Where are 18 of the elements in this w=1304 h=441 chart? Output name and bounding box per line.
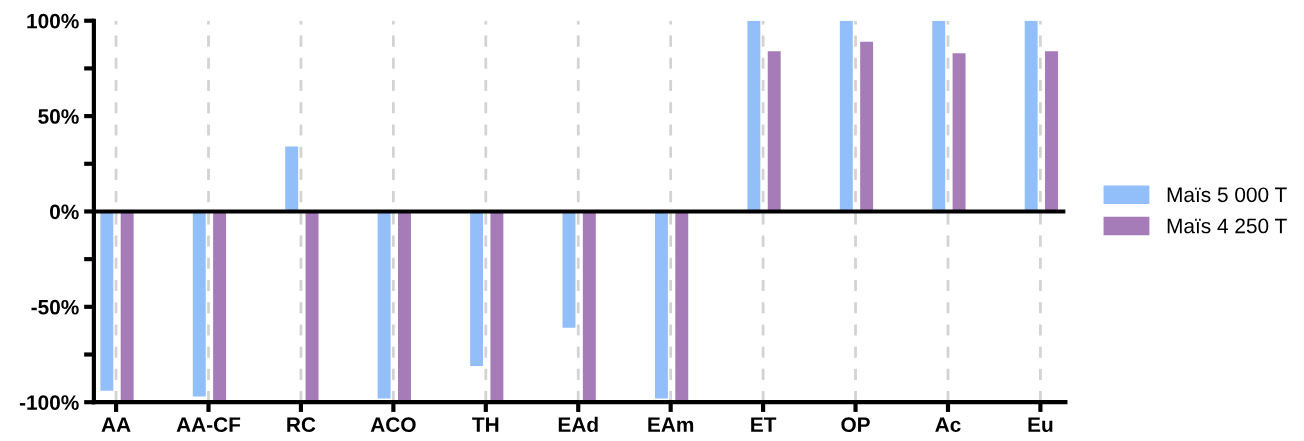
x-tick-label: EAd [558, 416, 598, 433]
x-tick-label: TH [472, 417, 499, 432]
x-tick-label: Ac [935, 417, 961, 433]
y-tick-label: 0% [50, 204, 79, 220]
x-tick-label: Eu [1028, 417, 1053, 433]
x-tick-label: AA-CF [176, 417, 241, 433]
x-tick-label: ET [751, 417, 777, 432]
x-tick-label: RC [287, 417, 316, 433]
legend-label: Maïs 4 250 T [1167, 218, 1287, 234]
y-tick-label: -50% [31, 299, 79, 315]
y-tick-label: -100% [19, 395, 79, 410]
y-tick-label: 50% [38, 109, 79, 124]
x-tick-label: EAm [648, 417, 694, 432]
legend-label: Maïs 5 000 T [1167, 187, 1287, 203]
x-tick-label: ACO [370, 417, 416, 433]
x-tick-label: AA [101, 417, 131, 432]
y-tick-label: 100% [27, 13, 79, 29]
x-tick-label: OP [841, 417, 870, 433]
